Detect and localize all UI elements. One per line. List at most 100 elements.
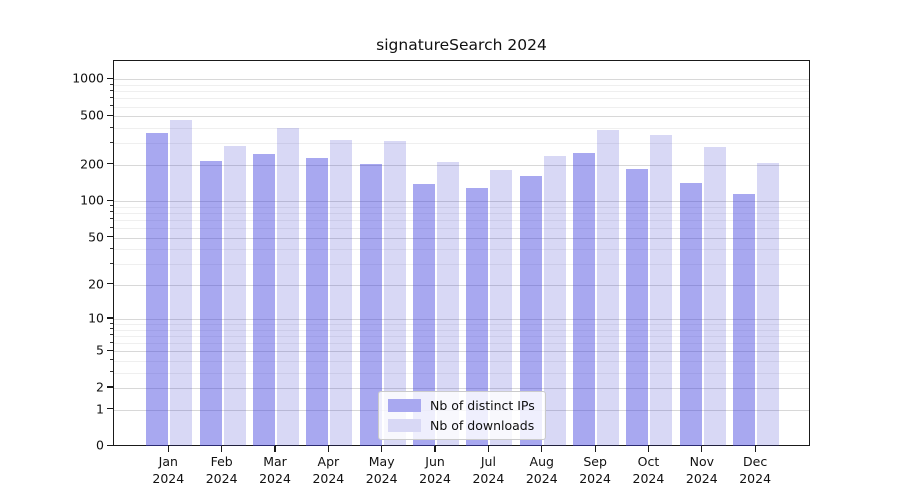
ytick-mark-0 bbox=[107, 444, 113, 447]
ytick-mark-minor bbox=[109, 126, 113, 128]
bar-nb-of-downloads-oct bbox=[650, 134, 673, 447]
gridline-200 bbox=[114, 164, 809, 166]
ytick-label-20: 20 bbox=[88, 276, 104, 292]
legend-swatch-downloads-icon bbox=[388, 419, 421, 432]
ytick-mark-minor bbox=[109, 322, 113, 324]
xtick-label-jan: Jan 2024 bbox=[138, 454, 198, 487]
xtick-year: 2024 bbox=[739, 470, 772, 486]
xtick-label-nov: Nov 2024 bbox=[672, 454, 732, 487]
xtick-month: Mar bbox=[263, 454, 287, 469]
gridline-minor bbox=[114, 106, 809, 108]
legend-swatch-distinct-ips-icon bbox=[388, 399, 421, 412]
ytick-mark-minor bbox=[109, 359, 113, 361]
legend-item-distinct-ips: Nb of distinct IPs bbox=[388, 398, 535, 413]
xtick-mark-apr bbox=[327, 446, 330, 452]
xtick-mark-may bbox=[381, 446, 383, 452]
gridline-1000 bbox=[114, 79, 809, 81]
ytick-mark-minor bbox=[109, 247, 113, 249]
ytick-mark-minor bbox=[109, 211, 113, 213]
gridline-2 bbox=[114, 388, 809, 390]
bar-nb-of-distinct-ips-dec bbox=[733, 194, 756, 447]
xtick-year: 2024 bbox=[365, 470, 398, 486]
bar-nb-of-distinct-ips-sep bbox=[573, 153, 596, 447]
bar-nb-of-downloads-jul bbox=[490, 169, 513, 447]
bar-nb-of-downloads-dec bbox=[757, 162, 780, 447]
legend-label-downloads: Nb of downloads bbox=[430, 418, 535, 433]
bar-nb-of-downloads-may bbox=[383, 141, 406, 447]
bar-nb-of-downloads-jun bbox=[437, 161, 460, 447]
ytick-mark-minor bbox=[109, 96, 113, 98]
legend-item-downloads: Nb of downloads bbox=[388, 418, 535, 433]
xtick-mark-sep bbox=[594, 446, 596, 452]
ytick-mark-minor bbox=[109, 141, 113, 143]
gridline-minor bbox=[114, 128, 809, 130]
xtick-year: 2024 bbox=[685, 470, 718, 486]
xtick-year: 2024 bbox=[632, 470, 665, 486]
xtick-year: 2024 bbox=[312, 470, 345, 486]
ytick-mark-minor bbox=[109, 262, 113, 264]
xtick-month: Jul bbox=[480, 454, 496, 469]
ytick-mark-minor bbox=[109, 205, 113, 207]
gridline-minor bbox=[114, 91, 809, 93]
ytick-mark-200 bbox=[107, 163, 113, 165]
gridline-20 bbox=[114, 284, 809, 286]
xtick-label-jun: Jun 2024 bbox=[405, 454, 465, 487]
bar-nb-of-distinct-ips-may bbox=[359, 163, 382, 447]
xtick-label-oct: Oct 2024 bbox=[618, 454, 678, 487]
xtick-year: 2024 bbox=[152, 470, 185, 486]
xtick-mark-aug bbox=[541, 446, 543, 452]
gridline-minor bbox=[114, 324, 809, 326]
gridline-10 bbox=[114, 319, 809, 321]
ytick-label-5: 5 bbox=[96, 342, 104, 358]
gridline-100 bbox=[114, 201, 809, 203]
ytick-mark-20 bbox=[107, 283, 113, 285]
ytick-mark-minor bbox=[109, 89, 113, 91]
legend-label-distinct-ips: Nb of distinct IPs bbox=[430, 398, 535, 413]
gridline-minor bbox=[114, 219, 809, 221]
ytick-mark-2 bbox=[107, 386, 113, 388]
gridline-5 bbox=[114, 351, 809, 353]
plot-area bbox=[113, 60, 810, 447]
xtick-mark-feb bbox=[221, 446, 223, 452]
gridline-minor bbox=[114, 343, 809, 345]
xtick-month: Dec bbox=[743, 454, 768, 469]
ytick-mark-1 bbox=[107, 407, 113, 410]
gridline-minor bbox=[114, 85, 809, 87]
xtick-month: Apr bbox=[317, 454, 340, 469]
xtick-month: Nov bbox=[689, 454, 714, 469]
xtick-month: May bbox=[368, 454, 395, 469]
xtick-month: Aug bbox=[529, 454, 554, 469]
xtick-label-aug: Aug 2024 bbox=[512, 454, 572, 487]
bar-nb-of-downloads-jan bbox=[170, 120, 193, 447]
bar-nb-of-distinct-ips-feb bbox=[199, 160, 222, 447]
bar-nb-of-distinct-ips-apr bbox=[306, 157, 329, 447]
ytick-label-10: 10 bbox=[88, 310, 104, 326]
ytick-mark-5 bbox=[107, 349, 113, 351]
bar-nb-of-downloads-nov bbox=[703, 146, 726, 447]
xtick-month: Feb bbox=[210, 454, 233, 469]
xtick-mark-nov bbox=[701, 446, 703, 452]
ytick-label-1: 1 bbox=[96, 401, 104, 417]
gridline-minor bbox=[114, 360, 809, 362]
ytick-mark-100 bbox=[107, 199, 113, 201]
ytick-label-500: 500 bbox=[80, 107, 104, 123]
ytick-label-1000: 1000 bbox=[72, 70, 104, 86]
xtick-mark-jan bbox=[167, 446, 169, 452]
ytick-mark-minor bbox=[109, 218, 113, 220]
ytick-mark-500 bbox=[107, 114, 113, 116]
gridline-minor bbox=[114, 249, 809, 251]
gridline-minor bbox=[114, 212, 809, 214]
ytick-mark-1000 bbox=[107, 77, 113, 80]
gridline-minor bbox=[114, 372, 809, 374]
ytick-mark-50 bbox=[107, 235, 113, 238]
xtick-mark-oct bbox=[647, 446, 650, 452]
gridline-50 bbox=[114, 237, 809, 239]
bar-nb-of-distinct-ips-nov bbox=[679, 182, 702, 447]
ytick-label-2: 2 bbox=[96, 379, 104, 395]
xtick-year: 2024 bbox=[472, 470, 505, 486]
xtick-label-apr: Apr 2024 bbox=[298, 454, 358, 487]
gridline-minor bbox=[114, 143, 809, 145]
ytick-mark-minor bbox=[109, 341, 113, 343]
xtick-mark-mar bbox=[274, 446, 276, 452]
xtick-month: Sep bbox=[583, 454, 607, 469]
